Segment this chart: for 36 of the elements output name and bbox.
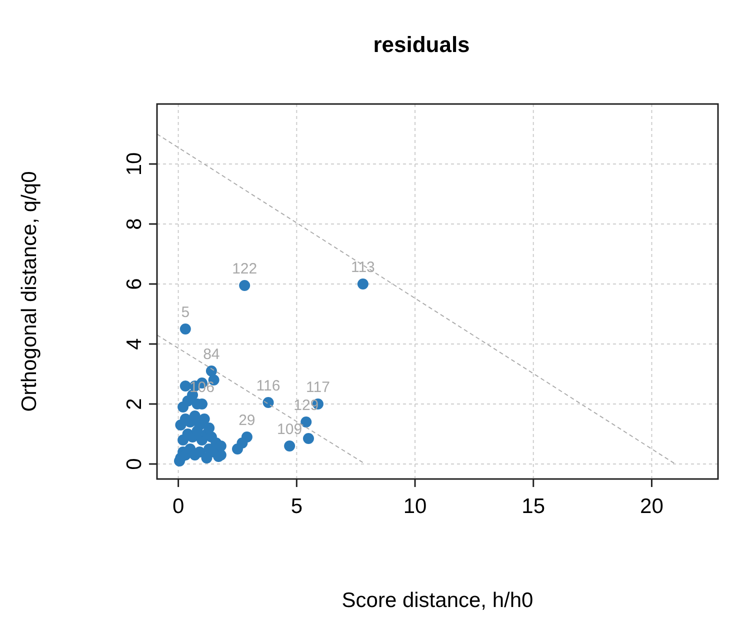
x-tick-label: 0 bbox=[172, 495, 184, 518]
annotation: 117 bbox=[306, 379, 330, 396]
point bbox=[239, 280, 250, 291]
x-tick-label: 20 bbox=[640, 495, 664, 518]
point bbox=[357, 278, 368, 290]
y-tick-label: 8 bbox=[123, 218, 146, 230]
point bbox=[284, 440, 296, 452]
point bbox=[300, 416, 312, 428]
annotation: 5 bbox=[181, 304, 190, 321]
point bbox=[232, 444, 243, 454]
x-tick-label: 15 bbox=[522, 495, 546, 518]
point bbox=[174, 456, 185, 466]
x-tick-label: 5 bbox=[290, 495, 302, 518]
annotation: 29 bbox=[238, 412, 256, 429]
annotation: 109 bbox=[277, 421, 302, 438]
point bbox=[262, 397, 274, 408]
y-tick-label: 10 bbox=[123, 152, 146, 176]
point bbox=[189, 410, 200, 422]
chart-title: residuals bbox=[373, 32, 470, 57]
x-tick-label: 10 bbox=[403, 495, 427, 518]
point bbox=[198, 414, 210, 424]
annotation: 122 bbox=[232, 260, 258, 278]
annotation: 113 bbox=[350, 259, 375, 276]
annotation: 116 bbox=[256, 378, 280, 394]
annotation: 84 bbox=[203, 346, 220, 363]
x-axis-title: Score distance, h/h0 bbox=[342, 589, 534, 612]
point bbox=[201, 452, 212, 464]
y-tick-label: 0 bbox=[123, 458, 146, 470]
point bbox=[302, 433, 314, 444]
point bbox=[204, 422, 215, 434]
point bbox=[180, 324, 191, 334]
point bbox=[180, 380, 191, 392]
y-axis-title: Orthogonal distance, q/q0 bbox=[18, 171, 41, 412]
y-tick-label: 2 bbox=[123, 398, 146, 410]
y-tick-label: 4 bbox=[123, 338, 146, 350]
y-tick-label: 6 bbox=[123, 278, 146, 290]
